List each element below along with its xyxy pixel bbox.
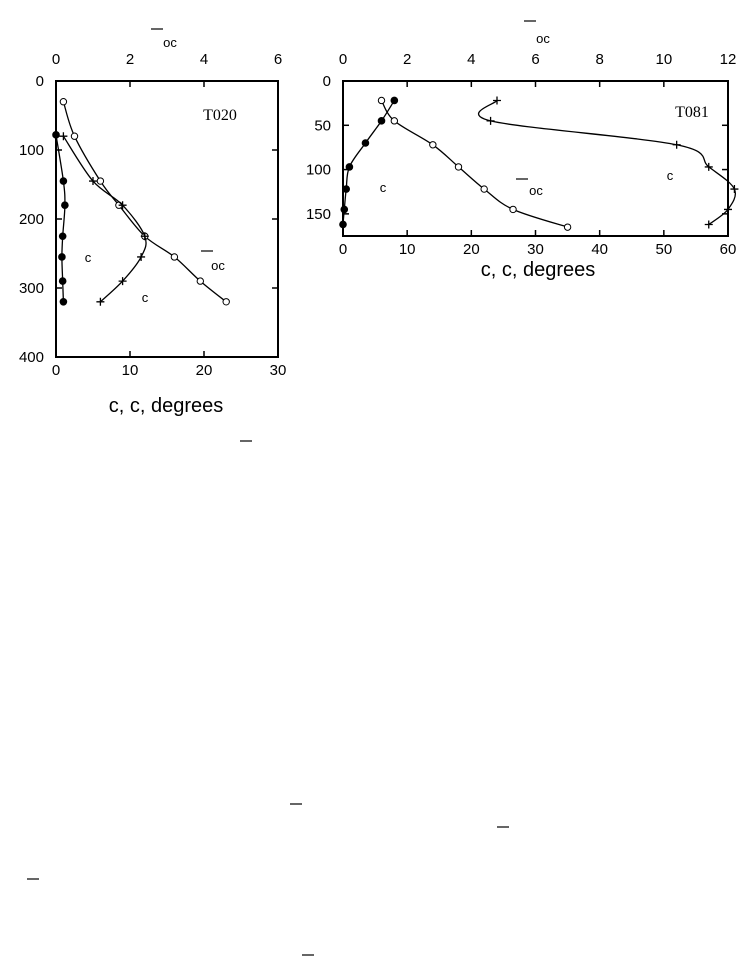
y-tick-label: 100 [306, 162, 331, 179]
x-top-tick-label: 12 [720, 51, 737, 68]
x-bottom-tick-label: 0 [52, 362, 60, 379]
series-label: c [142, 290, 149, 305]
data-point-filled-circle [59, 298, 68, 306]
x-top-axis-label: oc [163, 35, 177, 50]
x-bottom-tick-label: 10 [122, 362, 139, 379]
x-bottom-tick-label: 20 [196, 362, 213, 379]
x-bottom-tick-label: 60 [720, 241, 737, 258]
data-point-open-circle [563, 223, 572, 231]
series-label: c [85, 250, 92, 265]
data-point-plus [493, 96, 501, 105]
series-line-open-circle [380, 100, 568, 228]
data-point-open-circle [454, 163, 463, 171]
series-label: c [667, 168, 674, 183]
data-point-open-circle [222, 298, 230, 306]
data-point-filled-circle [339, 220, 347, 229]
data-point-open-circle [196, 277, 205, 285]
y-tick-label: 300 [19, 280, 44, 297]
plot-frame [55, 80, 279, 358]
data-point-open-circle [96, 177, 105, 185]
x-top-tick-label: 2 [403, 51, 411, 68]
data-point-filled-circle [58, 232, 67, 241]
y-tick-label: 100 [19, 142, 44, 159]
x-bottom-tick-label: 40 [591, 241, 608, 258]
data-point-filled-circle [52, 131, 60, 139]
data-point-open-circle [170, 253, 179, 261]
data-point-open-circle [59, 98, 68, 106]
data-point-filled-circle [342, 185, 351, 193]
data-point-plus [59, 132, 68, 141]
x-top-tick-label: 2 [126, 51, 134, 68]
y-tick-label: 150 [306, 206, 331, 223]
x-top-tick-label: 6 [531, 51, 539, 68]
y-tick-label: 0 [323, 73, 331, 90]
plot-frame [342, 80, 729, 237]
data-point-plus [118, 277, 127, 286]
data-point-plus [486, 116, 495, 125]
data-point-plus [96, 297, 105, 306]
x-bottom-tick-label: 30 [527, 241, 544, 258]
y-tick-label: 200 [19, 211, 44, 228]
x-bottom-axis-label: c, c, degrees [481, 259, 596, 281]
data-point-filled-circle [377, 117, 386, 125]
x-bottom-tick-label: 50 [655, 241, 672, 258]
y-tick-label: 50 [314, 117, 331, 134]
x-top-tick-label: 0 [52, 51, 60, 68]
series-line-filled-circle [342, 100, 395, 225]
data-point-filled-circle [59, 177, 68, 185]
data-point-filled-circle [58, 277, 67, 285]
data-point-filled-circle [61, 201, 69, 209]
panel-title: T081 [675, 104, 709, 121]
x-bottom-tick-label: 30 [270, 362, 287, 379]
data-point-plus [89, 177, 97, 186]
x-top-tick-label: 10 [655, 51, 672, 68]
data-point-plus [118, 201, 127, 210]
data-point-plus [730, 185, 739, 194]
x-top-tick-label: 6 [274, 51, 282, 68]
data-point-filled-circle [345, 163, 354, 171]
x-top-tick-label: 8 [595, 51, 603, 68]
y-tick-label: 400 [19, 349, 44, 366]
x-top-tick-label: 0 [339, 51, 347, 68]
panel-title: T020 [203, 107, 237, 124]
data-point-open-circle [429, 141, 437, 149]
data-point-open-circle [480, 185, 488, 193]
data-point-open-circle [390, 117, 399, 125]
data-point-plus [724, 205, 732, 214]
data-point-filled-circle [390, 96, 399, 105]
panel-t081: 0 10 20 30 40 50 60 0 2 4 6 8 10 12 0 50 100 150 c, c, deg… [306, 20, 739, 281]
data-point-open-circle [509, 205, 517, 214]
data-point-plus [140, 232, 149, 241]
series-line-plus [62, 135, 147, 303]
data-point-plus [672, 140, 681, 149]
x-bottom-tick-label: 0 [339, 241, 347, 258]
data-point-filled-circle [361, 139, 370, 147]
data-point-plus [704, 162, 713, 171]
x-top-tick-label: 4 [200, 51, 208, 68]
data-point-filled-circle [58, 253, 66, 261]
series-label: oc [529, 183, 543, 198]
series-label: oc [211, 258, 225, 273]
x-bottom-tick-label: 10 [399, 241, 416, 258]
y-tick-label: 0 [36, 73, 44, 90]
data-point-open-circle [70, 132, 79, 140]
x-top-axis-label: oc [536, 31, 550, 46]
series-line-open-circle [62, 101, 227, 303]
data-point-filled-circle [340, 205, 349, 214]
data-point-plus [137, 252, 146, 261]
data-point-open-circle [377, 96, 386, 105]
x-bottom-axis-label: c, c, degrees [109, 395, 224, 417]
x-top-tick-label: 4 [467, 51, 475, 68]
data-point-plus [704, 220, 713, 229]
x-bottom-tick-label: 20 [463, 241, 480, 258]
series-label: c [380, 180, 387, 195]
